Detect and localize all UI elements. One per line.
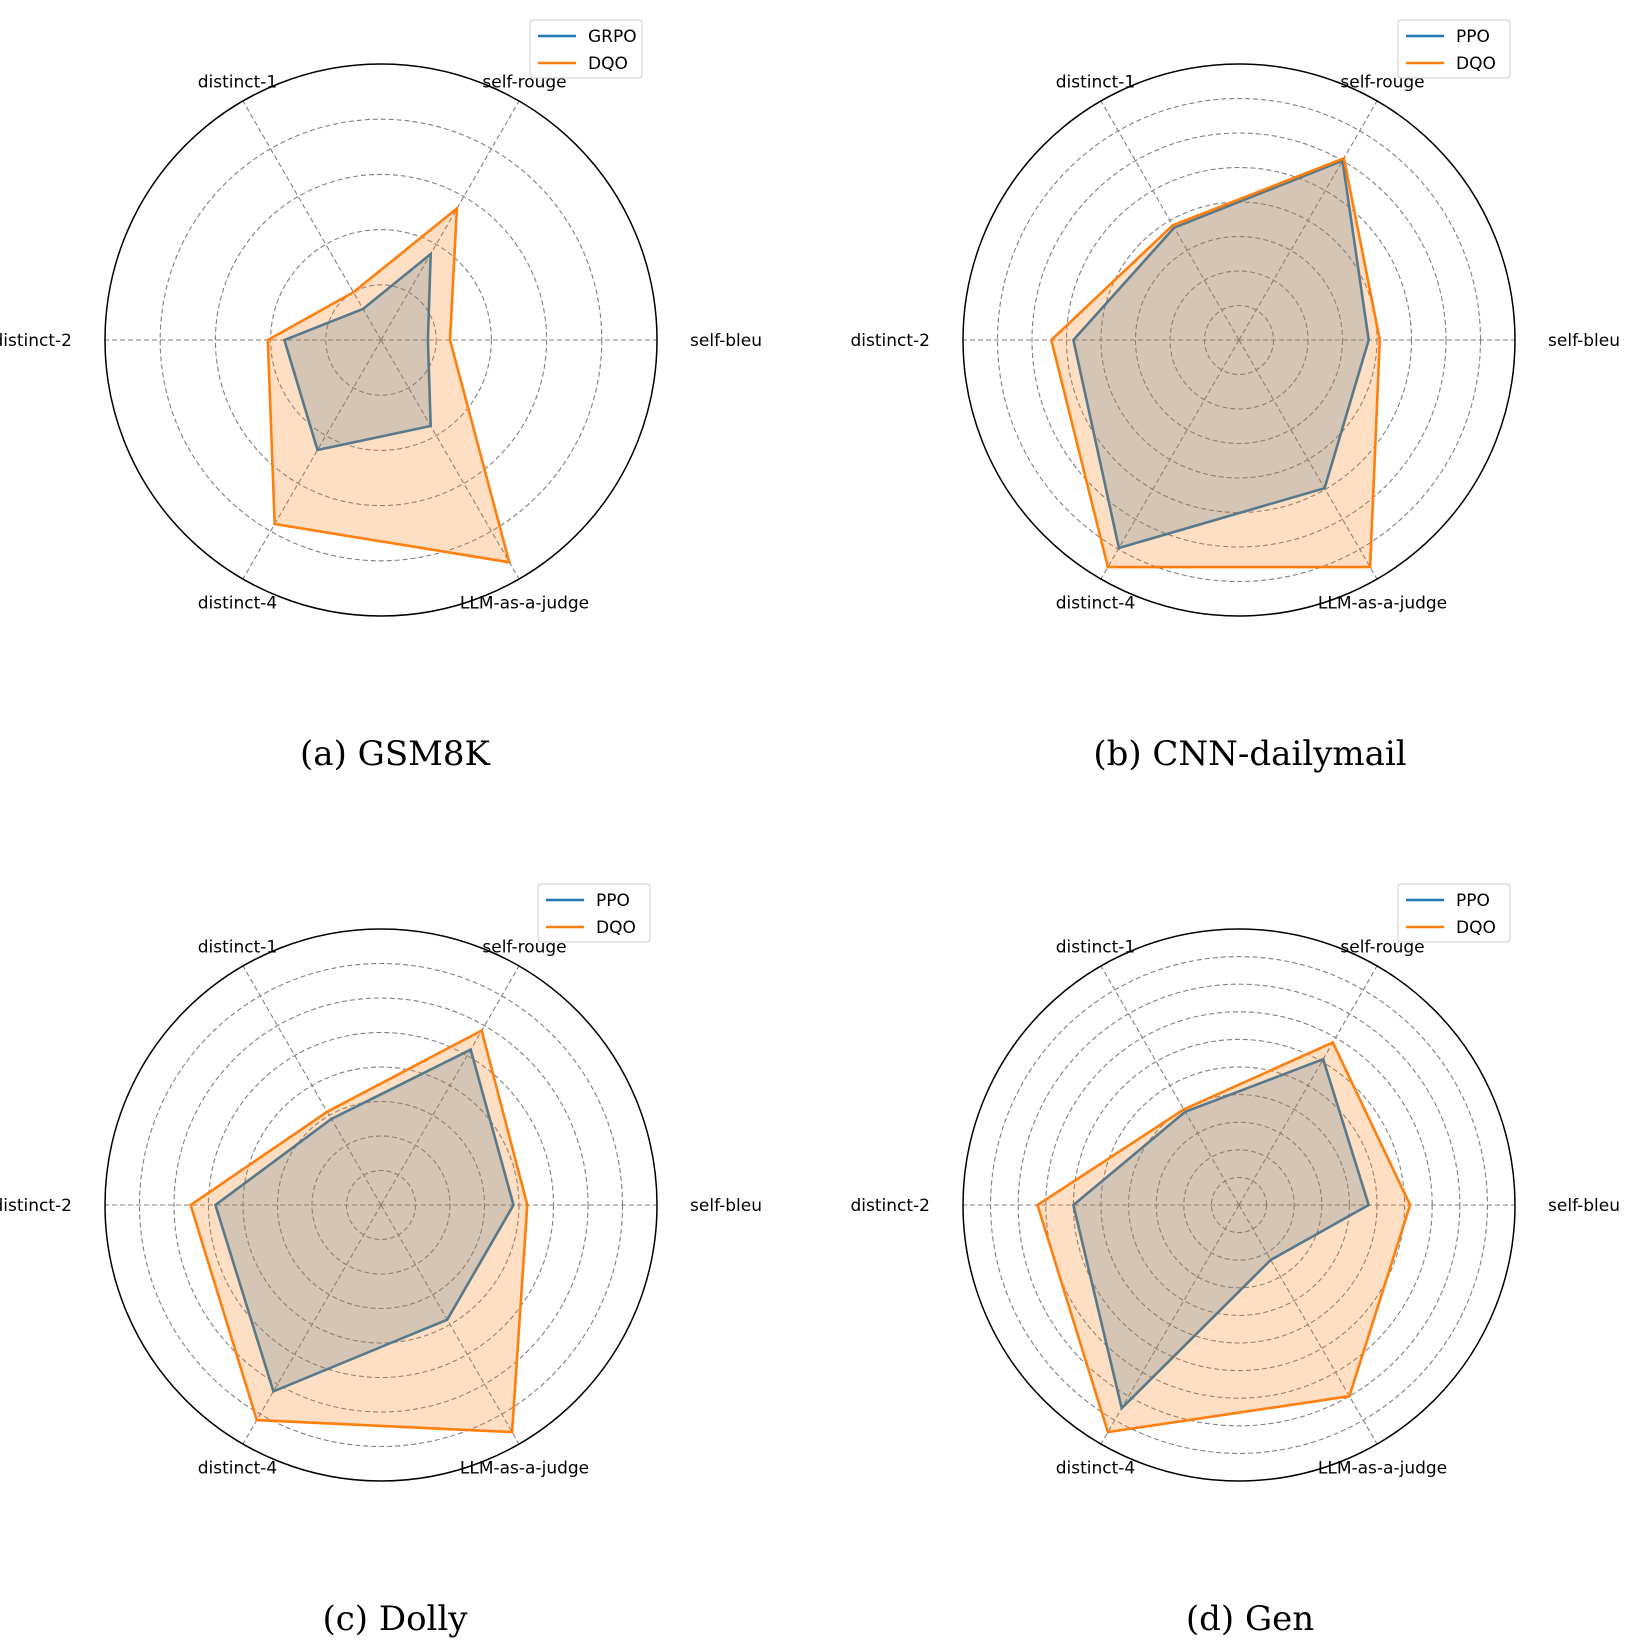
- radar-panel-cnn-dailymail: self-bleuself-rougedistinct-1distinct-2d…: [850, 19, 1620, 774]
- axis-label-distinct-4: distinct-4: [198, 594, 278, 614]
- spoke-line: [1100, 965, 1240, 1206]
- axis-label-distinct-2: distinct-2: [850, 1196, 930, 1216]
- panel-caption: (b) CNN-dailymail: [1093, 734, 1406, 774]
- series-area-dqo: [1035, 1040, 1412, 1434]
- outer-circle: [962, 928, 1516, 1482]
- spoke-line: [242, 1204, 382, 1445]
- spoke-line: [1100, 339, 1240, 580]
- outer-circle: [104, 928, 658, 1482]
- axis-label-distinct-2: distinct-2: [850, 331, 930, 351]
- axis-label-self-bleu: self-bleu: [1548, 1196, 1620, 1216]
- series-area-dqo: [266, 205, 512, 564]
- grid-circle: [325, 284, 437, 396]
- axis-label-distinct-1: distinct-1: [1056, 72, 1136, 92]
- series-area-ppo: [213, 1047, 515, 1394]
- radar-panel-gen: self-bleuself-rougedistinct-1distinct-2d…: [850, 883, 1620, 1639]
- grid-circle: [173, 997, 589, 1413]
- legend-label: GRPO: [588, 27, 637, 47]
- axis-label-llm-as-a-judge: LLM-as-a-judge: [460, 594, 589, 614]
- axis-label-llm-as-a-judge: LLM-as-a-judge: [1318, 594, 1447, 614]
- radar-panel-gsm8k: self-bleuself-rougedistinct-1distinct-2d…: [0, 19, 762, 774]
- legend-label: PPO: [596, 891, 630, 911]
- legend-label: DQO: [596, 918, 636, 938]
- spoke-line: [380, 100, 520, 341]
- series-area-ppo: [1071, 1057, 1371, 1411]
- spoke-line: [1100, 1204, 1240, 1445]
- axis-label-distinct-1: distinct-1: [198, 937, 278, 957]
- series-area-ppo: [1071, 158, 1371, 550]
- axis-label-distinct-2: distinct-2: [0, 1196, 72, 1216]
- legend-label: DQO: [1456, 54, 1496, 74]
- axis-label-distinct-4: distinct-4: [198, 1459, 278, 1479]
- spoke-line: [242, 339, 382, 580]
- grid-circle: [276, 1100, 486, 1310]
- spoke-line: [1238, 100, 1378, 341]
- spoke-line: [242, 965, 382, 1206]
- spoke-line: [1238, 1204, 1378, 1445]
- axis-label-self-bleu: self-bleu: [690, 331, 762, 351]
- legend-label: DQO: [588, 54, 628, 74]
- axis-label-self-bleu: self-bleu: [690, 1196, 762, 1216]
- spoke-line: [242, 100, 382, 341]
- legend-label: PPO: [1456, 891, 1490, 911]
- grid-circle: [1183, 1149, 1295, 1261]
- grid-circle: [1134, 235, 1344, 445]
- axis-label-llm-as-a-judge: LLM-as-a-judge: [1318, 1459, 1447, 1479]
- axis-label-distinct-4: distinct-4: [1056, 594, 1136, 614]
- radar-panel-dolly: self-bleuself-rougedistinct-1distinct-2d…: [0, 883, 762, 1639]
- series-area-grpo: [282, 251, 433, 452]
- series-area-dqo: [1049, 156, 1382, 569]
- panel-caption: (a) GSM8K: [300, 734, 491, 774]
- spoke-line: [1238, 339, 1378, 580]
- spoke-line: [380, 965, 520, 1206]
- spoke-line: [1238, 965, 1378, 1206]
- axis-label-llm-as-a-judge: LLM-as-a-judge: [460, 1459, 589, 1479]
- axis-label-distinct-1: distinct-1: [1056, 937, 1136, 957]
- spoke-line: [380, 339, 520, 580]
- panel-caption: (d) Gen: [1186, 1599, 1314, 1639]
- axis-label-distinct-2: distinct-2: [0, 331, 72, 351]
- spoke-line: [380, 1204, 520, 1445]
- series-area-dqo: [189, 1028, 529, 1434]
- spoke-line: [1100, 100, 1240, 341]
- grid-circle: [270, 229, 492, 451]
- axis-label-distinct-4: distinct-4: [1056, 1459, 1136, 1479]
- grid-circle: [1128, 1094, 1350, 1316]
- panel-caption: (c) Dolly: [322, 1599, 468, 1639]
- legend-label: DQO: [1456, 918, 1496, 938]
- axis-label-distinct-1: distinct-1: [198, 72, 278, 92]
- legend-label: PPO: [1456, 27, 1490, 47]
- grid-circle: [1031, 132, 1447, 548]
- grid-circle: [214, 173, 548, 507]
- axis-label-self-bleu: self-bleu: [1548, 331, 1620, 351]
- outer-circle: [104, 63, 658, 617]
- outer-circle: [962, 63, 1516, 617]
